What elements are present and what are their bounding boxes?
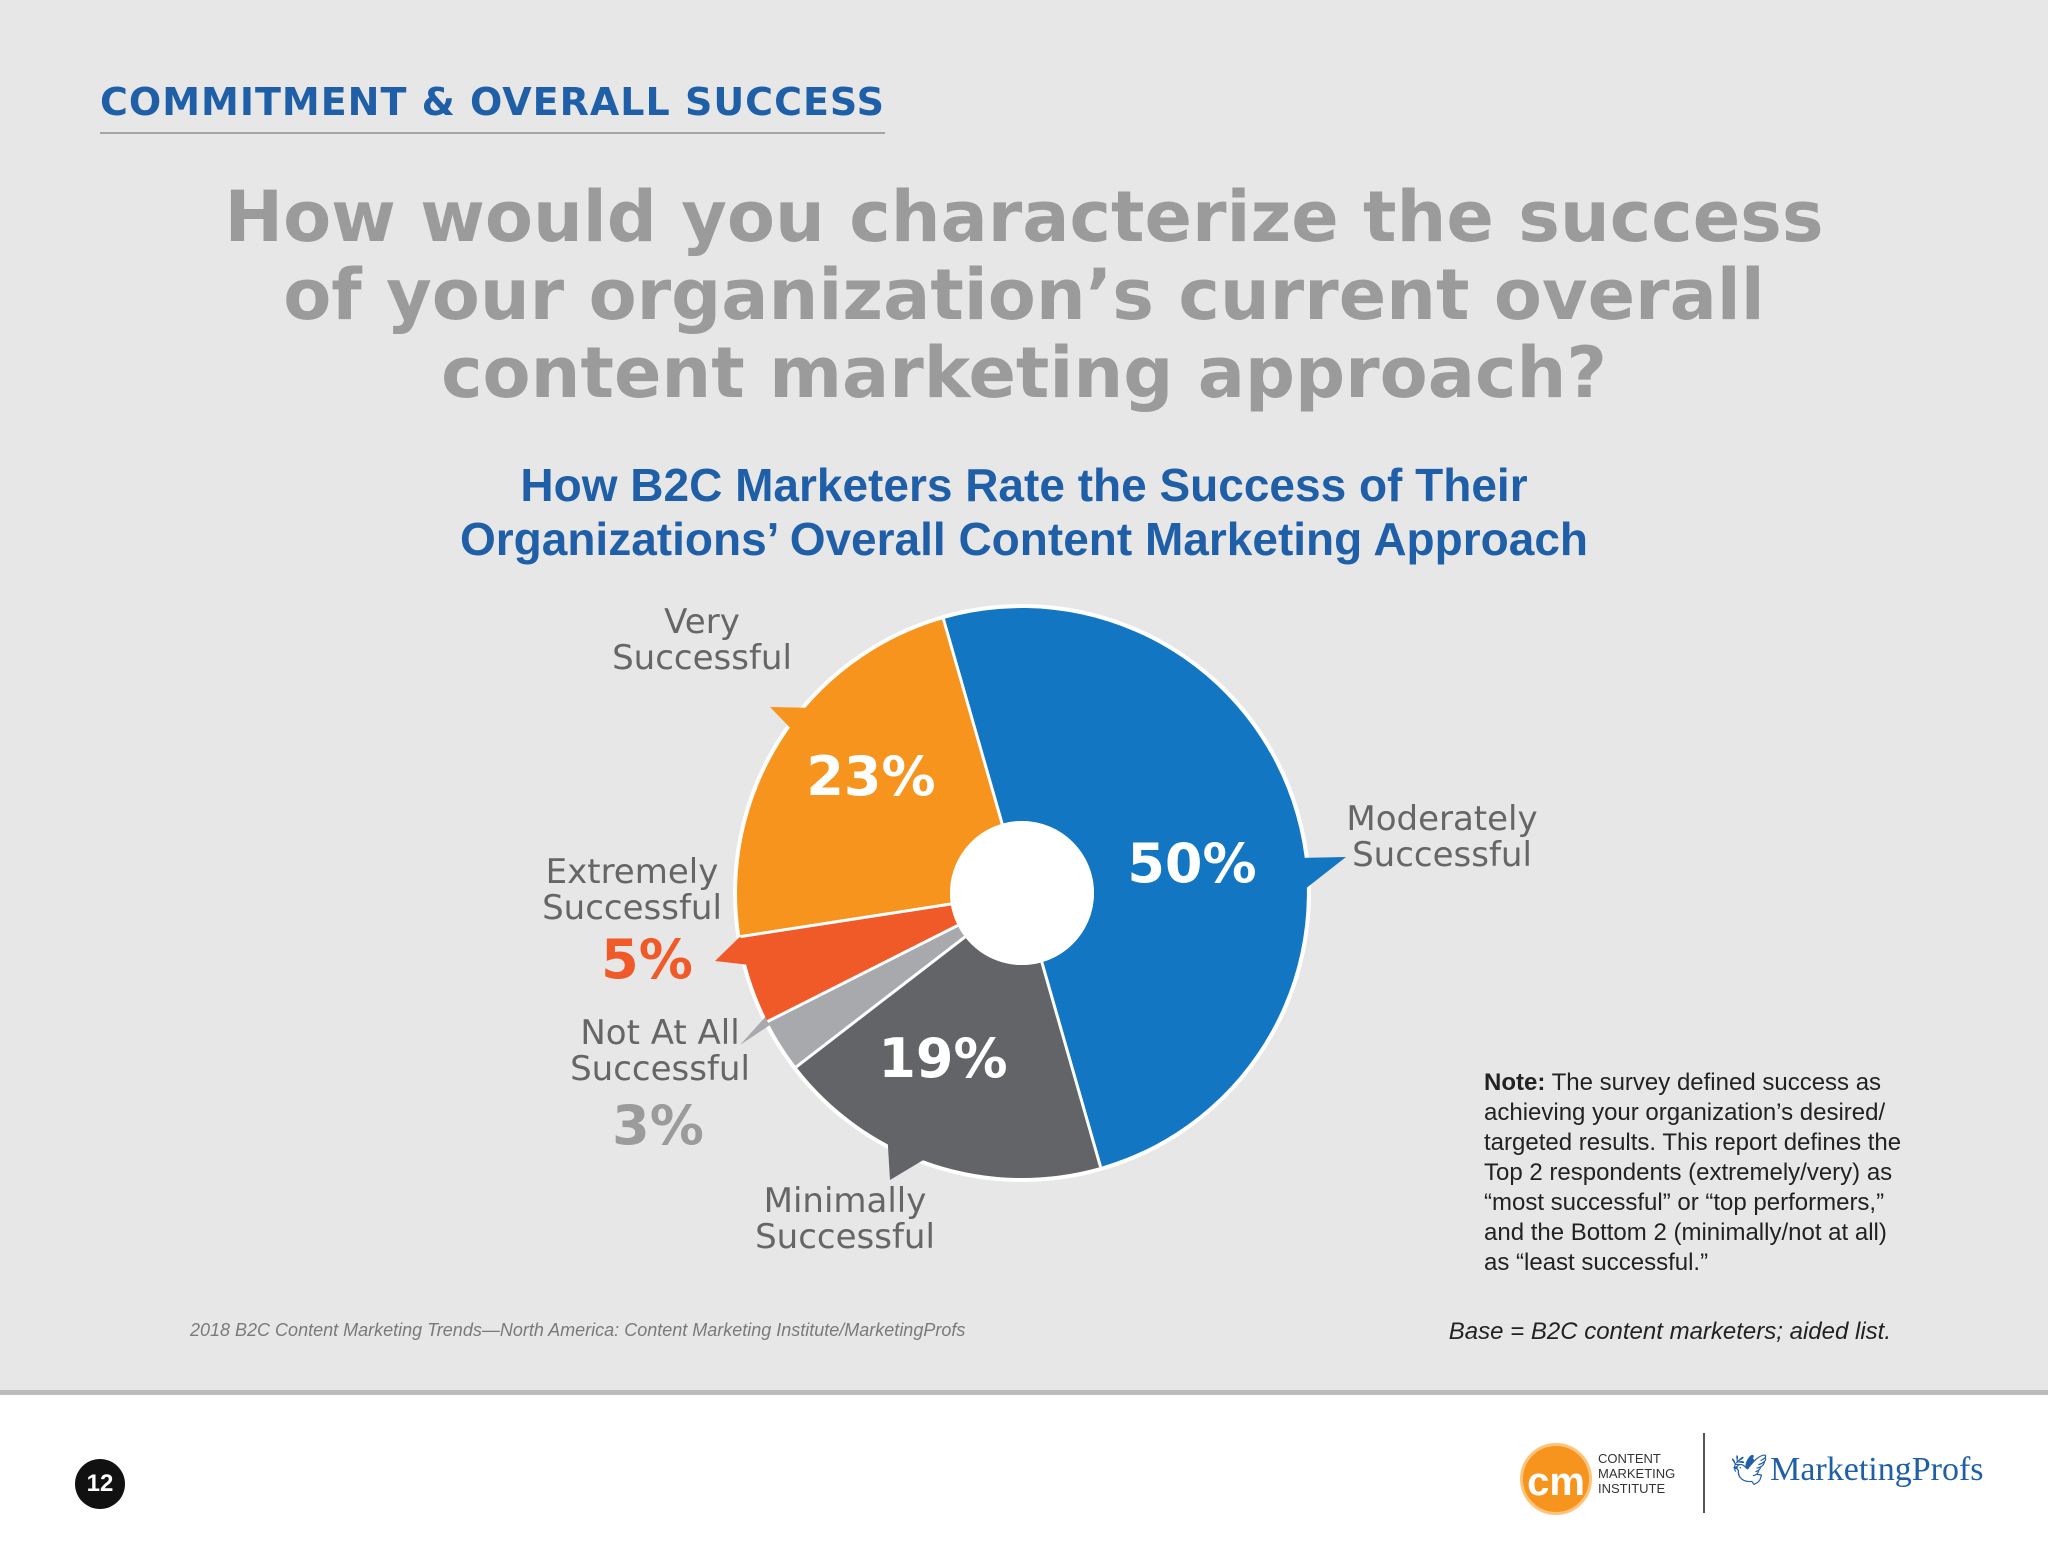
marketingprofs-logo-text: MarketingProfs	[1770, 1451, 1984, 1488]
category-label: Successful	[612, 638, 792, 678]
callout-tail	[770, 707, 820, 738]
note-label: Note:	[1484, 1069, 1546, 1096]
slice-separator	[795, 935, 966, 1069]
pie-slice	[943, 608, 1307, 1167]
callout-tail	[887, 1130, 940, 1180]
cmi-logo-text-line: INSTITUTE	[1598, 1481, 1666, 1496]
chart-title-line: How B2C Marketers Rate the Success of Th…	[520, 459, 1528, 511]
category-label: Successful	[1352, 835, 1532, 875]
category-label: Successful	[542, 888, 722, 928]
question-line: How would you characterize the success	[224, 176, 1824, 258]
source-text: 2018 B2C Content Marketing Trends—North …	[190, 1320, 966, 1340]
value-label: 19%	[878, 1027, 1007, 1090]
slice-separator	[740, 902, 952, 939]
value-label: 5%	[601, 928, 693, 991]
note-text: The survey defined success as achieving …	[1484, 1069, 1902, 1276]
chart-title-line: Organizations’ Overall Content Marketing…	[459, 513, 1589, 565]
value-label: 50%	[1127, 832, 1256, 895]
pie-slice	[796, 936, 1101, 1178]
cmi-logo: cm	[1520, 1443, 1592, 1515]
pie-slice	[740, 904, 958, 1022]
footer-divider	[1703, 1433, 1705, 1513]
slice-separator	[766, 924, 959, 1023]
pie-slice	[767, 925, 965, 1067]
category-label: Minimally	[764, 1181, 927, 1221]
category-label: Extremely	[546, 852, 719, 892]
question-line: of your organization’s current overall	[283, 254, 1765, 336]
question-line: content marketing approach?	[441, 332, 1607, 414]
question-heading: How would you characterize the success o…	[0, 178, 2048, 412]
category-label: Not At All	[580, 1013, 739, 1053]
pie-slice	[737, 619, 1003, 937]
bird-icon: 🕊	[1730, 1453, 1769, 1488]
category-label: Successful	[755, 1217, 935, 1257]
slice-separator	[1040, 961, 1102, 1168]
category-label: Successful	[570, 1049, 750, 1089]
cmi-logo-text-line: CONTENT	[1598, 1451, 1661, 1466]
value-label: 3%	[612, 1094, 704, 1157]
value-label: 23%	[806, 745, 935, 808]
marketingprofs-logo: 🕊MarketingProfs	[1730, 1451, 1984, 1489]
section-title: COMMITMENT & OVERALL SUCCESS	[100, 80, 885, 134]
page-number: 12	[75, 1459, 125, 1509]
note: Note: The survey defined success as achi…	[1484, 1068, 1904, 1278]
chart-title: How B2C Marketers Rate the Success of Th…	[0, 458, 2048, 566]
footer: 12 cm CONTENT MARKETING INSTITUTE 🕊Marke…	[0, 1390, 2048, 1541]
cmi-logo-text: CONTENT MARKETING INSTITUTE	[1598, 1451, 1688, 1496]
category-label: Moderately	[1346, 799, 1537, 839]
slice-separator	[942, 618, 1004, 825]
donut-hole	[950, 821, 1094, 965]
cmi-logo-text-line: MARKETING	[1598, 1466, 1676, 1481]
callout-tail	[1296, 857, 1346, 893]
base-text: Base = B2C content marketers; aided list…	[1448, 1318, 1891, 1345]
category-label: Very	[664, 602, 740, 642]
